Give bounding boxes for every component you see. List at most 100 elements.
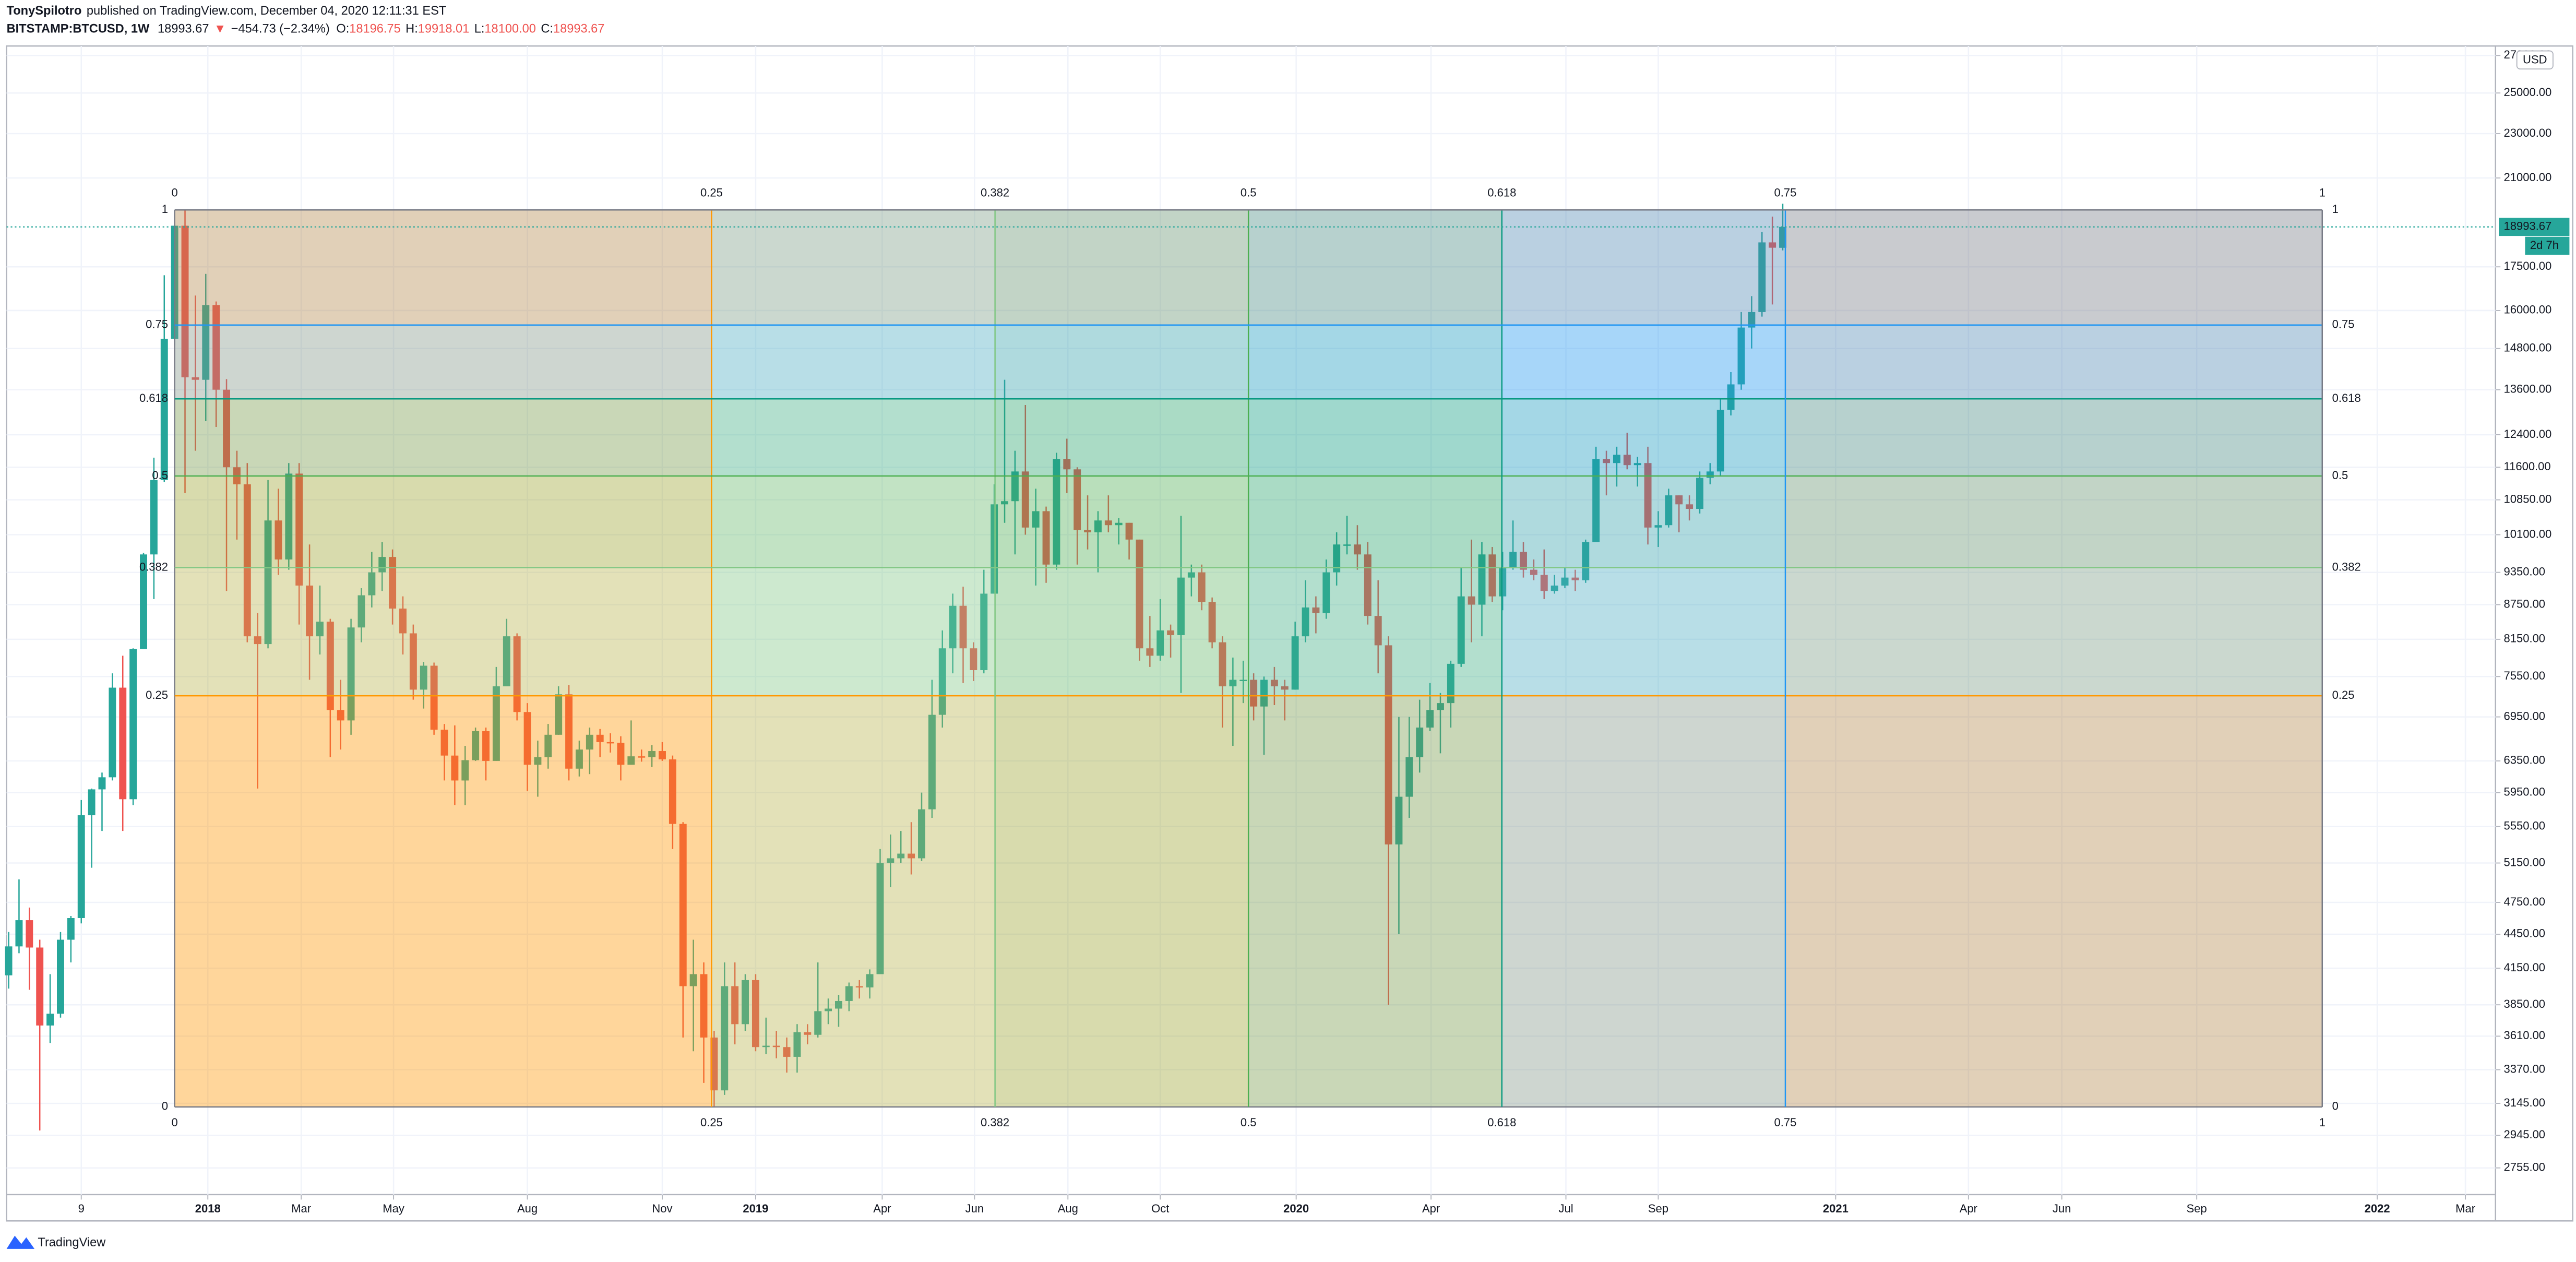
currency[interactable]: USD [2523, 53, 2547, 66]
y-tick-label: 25000.00 [2503, 86, 2551, 99]
candle-body [804, 1032, 812, 1035]
candle-body [243, 484, 251, 637]
candle-body [275, 520, 282, 559]
fib-time-label: 0.618 [1487, 186, 1516, 199]
candle-body [855, 986, 863, 988]
last-price: 18993.67 [158, 22, 209, 36]
ohlc-value: 18993.67 [553, 22, 604, 36]
x-tick-label: Apr [1960, 1202, 1977, 1215]
candle-body [513, 636, 521, 712]
fib-price-label: 0.5 [152, 469, 168, 482]
ohlc-key: H: [406, 22, 418, 36]
y-tick-label: 10850.00 [2503, 492, 2551, 505]
candle-body [1281, 686, 1289, 690]
y-tick-label: 6950.00 [2503, 709, 2545, 722]
candle-body [617, 743, 625, 765]
candle-body [1333, 544, 1341, 573]
candle-body [638, 756, 646, 758]
candle-body [793, 1032, 801, 1057]
candle-body [1395, 796, 1403, 844]
candle-body [1094, 520, 1102, 532]
y-tick-label: 13600.00 [2503, 383, 2551, 396]
y-tick-label: 6350.00 [2503, 754, 2545, 767]
candle-body [845, 986, 853, 1001]
fib-price-label: 0.382 [2332, 560, 2361, 573]
candle-body [1716, 410, 1724, 472]
candle-body [1551, 585, 1558, 591]
candle-body [752, 980, 759, 1047]
fib-column-band [1248, 210, 1502, 1107]
axes: 27000.0025000.0023000.0021000.0017500.00… [6, 48, 2570, 1215]
candle-body [1696, 478, 1703, 509]
candle-body [721, 986, 729, 1091]
x-tick-label: Nov [652, 1202, 672, 1215]
fib-time-label: 0.382 [981, 186, 1009, 199]
y-tick-label: 12400.00 [2503, 427, 2551, 440]
candle-body [1115, 522, 1123, 526]
candle-body [991, 504, 998, 594]
fib-price-label: 0.5 [2332, 469, 2348, 482]
candle-body [378, 557, 386, 573]
candle-body [1582, 542, 1590, 580]
candle-body [1654, 525, 1662, 528]
ohlc-value: 18196.75 [349, 22, 400, 36]
candle-body [876, 863, 884, 974]
candle-body [1177, 577, 1185, 635]
fib-time-label: 0.618 [1487, 1116, 1516, 1129]
direction: ▼ [214, 22, 226, 36]
candles [5, 204, 1786, 1130]
last-price-label: 18993.67 [2503, 220, 2551, 233]
candle-body [1053, 459, 1060, 565]
candle-body [669, 759, 676, 824]
candle-body [565, 694, 573, 769]
fib-time-label: 0.5 [1241, 1116, 1257, 1129]
x-tick-label: Sep [1648, 1202, 1668, 1215]
candle-body [223, 389, 231, 468]
x-tick-label: Sep [2187, 1202, 2207, 1215]
fib-price-label: 0.25 [146, 688, 168, 701]
candle-body [67, 918, 75, 940]
candle-body [1748, 312, 1756, 328]
y-tick-label: 5950.00 [2503, 785, 2545, 798]
candle-body [1488, 554, 1496, 597]
y-tick-label: 3850.00 [2503, 997, 2545, 1010]
fib-price-label: 0.618 [2332, 391, 2361, 404]
candle-body [1229, 680, 1237, 687]
fib-price-label: 0 [2332, 1100, 2339, 1113]
candle-body [389, 557, 397, 609]
candle-body [534, 757, 542, 765]
fib-price-label: 1 [2332, 203, 2339, 216]
candle-body [1561, 577, 1569, 586]
candle-body [762, 1045, 770, 1047]
candle-body [1219, 642, 1226, 687]
fib-price-label: 0.25 [2332, 688, 2355, 701]
candle-body [306, 585, 314, 637]
ohlc-key: O: [336, 22, 349, 36]
candle-body [1239, 680, 1247, 682]
candle-body [503, 636, 510, 687]
countdown-box [2525, 236, 2570, 255]
candle-body [897, 853, 905, 859]
candle-body [1623, 455, 1631, 466]
candle-body [46, 1014, 54, 1026]
fib-price-label: 0.382 [139, 560, 168, 573]
candle-body [1343, 544, 1351, 546]
candle-body [1665, 495, 1673, 526]
candle-body [98, 777, 106, 790]
currency-box[interactable] [2516, 50, 2554, 70]
fib-price-label: 0.618 [139, 391, 168, 404]
x-tick-label: 2021 [1823, 1202, 1848, 1215]
candle-body [1208, 602, 1216, 642]
y-tick-label: 8750.00 [2503, 597, 2545, 610]
candle-body [461, 760, 469, 781]
currency-badge[interactable]: USD [2516, 50, 2554, 70]
candle-body [575, 749, 583, 769]
candle-body [1571, 577, 1579, 580]
candle-body [440, 730, 448, 756]
candle-body [596, 734, 604, 742]
header-line-1: TonySpilotro published on TradingView.com… [7, 4, 447, 18]
fib-column-band [1785, 210, 2322, 1107]
candle-body [742, 980, 749, 1025]
candle-body [679, 824, 687, 986]
